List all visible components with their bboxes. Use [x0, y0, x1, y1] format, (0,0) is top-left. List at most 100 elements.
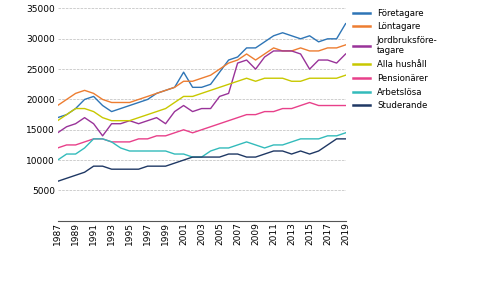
Löntagare	[199, 76, 204, 80]
Löntagare	[280, 49, 286, 53]
Alla hushåll	[271, 76, 276, 80]
Jordbruksföretagare	[91, 122, 96, 125]
Företagare	[334, 37, 339, 40]
Jordbruksföretagare	[154, 116, 159, 119]
Jordbruksföretagare	[334, 61, 339, 65]
Pensionärer	[288, 107, 294, 110]
Jordbruksföretagare	[280, 49, 286, 53]
Line: Studerande: Studerande	[58, 139, 346, 181]
Pensionärer	[154, 134, 159, 138]
Pensionärer	[235, 116, 240, 119]
Löntagare	[180, 80, 186, 83]
Jordbruksföretagare	[55, 131, 60, 134]
Studerande	[298, 149, 303, 153]
Alla hushåll	[127, 119, 132, 122]
Jordbruksföretagare	[216, 95, 222, 98]
Arbetslösa	[100, 137, 106, 141]
Studerande	[190, 155, 195, 159]
Pensionärer	[180, 128, 186, 132]
Jordbruksföretagare	[118, 122, 123, 125]
Alla hushåll	[72, 107, 78, 110]
Jordbruksföretagare	[226, 92, 231, 95]
Arbetslösa	[136, 149, 142, 153]
Löntagare	[172, 86, 178, 89]
Studerande	[288, 152, 294, 156]
Jordbruksföretagare	[163, 122, 168, 125]
Pensionärer	[127, 140, 132, 143]
Alla hushåll	[343, 74, 348, 77]
Alla hushåll	[316, 76, 322, 80]
Arbetslösa	[55, 158, 60, 162]
Studerande	[271, 149, 276, 153]
Jordbruksföretagare	[343, 52, 348, 56]
Arbetslösa	[316, 137, 322, 141]
Alla hushåll	[180, 95, 186, 98]
Pensionärer	[252, 113, 258, 116]
Arbetslösa	[252, 143, 258, 147]
Arbetslösa	[343, 131, 348, 134]
Alla hushåll	[334, 76, 339, 80]
Företagare	[127, 104, 132, 107]
Arbetslösa	[108, 140, 114, 143]
Studerande	[343, 137, 348, 141]
Företagare	[298, 37, 303, 40]
Studerande	[172, 161, 178, 165]
Löntagare	[252, 58, 258, 62]
Alla hushåll	[252, 80, 258, 83]
Jordbruksföretagare	[271, 49, 276, 53]
Studerande	[199, 155, 204, 159]
Jordbruksföretagare	[72, 122, 78, 125]
Alla hushåll	[226, 83, 231, 86]
Pensionärer	[144, 137, 150, 141]
Löntagare	[334, 46, 339, 50]
Alla hushåll	[108, 119, 114, 122]
Studerande	[72, 173, 78, 177]
Alla hushåll	[307, 76, 312, 80]
Arbetslösa	[180, 152, 186, 156]
Pensionärer	[244, 113, 250, 116]
Pensionärer	[108, 140, 114, 143]
Arbetslösa	[72, 152, 78, 156]
Företagare	[108, 110, 114, 113]
Löntagare	[91, 92, 96, 95]
Arbetslösa	[172, 152, 178, 156]
Löntagare	[208, 74, 214, 77]
Löntagare	[64, 98, 70, 101]
Pensionärer	[82, 140, 87, 143]
Arbetslösa	[154, 149, 159, 153]
Alla hushåll	[118, 119, 123, 122]
Jordbruksföretagare	[252, 67, 258, 71]
Företagare	[154, 92, 159, 95]
Pensionärer	[91, 137, 96, 141]
Pensionärer	[334, 104, 339, 107]
Alla hushåll	[208, 89, 214, 92]
Företagare	[307, 34, 312, 37]
Jordbruksföretagare	[100, 134, 106, 138]
Studerande	[324, 143, 330, 147]
Företagare	[144, 98, 150, 101]
Löntagare	[324, 46, 330, 50]
Studerande	[100, 164, 106, 168]
Alla hushåll	[235, 80, 240, 83]
Studerande	[235, 152, 240, 156]
Alla hushåll	[163, 107, 168, 110]
Företagare	[55, 116, 60, 119]
Löntagare	[136, 98, 142, 101]
Studerande	[118, 168, 123, 171]
Arbetslösa	[298, 137, 303, 141]
Jordbruksföretagare	[307, 67, 312, 71]
Företagare	[316, 40, 322, 44]
Alla hushåll	[136, 116, 142, 119]
Arbetslösa	[235, 143, 240, 147]
Studerande	[91, 164, 96, 168]
Löntagare	[262, 52, 267, 56]
Pensionärer	[136, 137, 142, 141]
Företagare	[271, 34, 276, 37]
Företagare	[235, 55, 240, 59]
Företagare	[180, 70, 186, 74]
Studerande	[334, 137, 339, 141]
Företagare	[118, 107, 123, 110]
Arbetslösa	[307, 137, 312, 141]
Företagare	[324, 37, 330, 40]
Pensionärer	[199, 128, 204, 132]
